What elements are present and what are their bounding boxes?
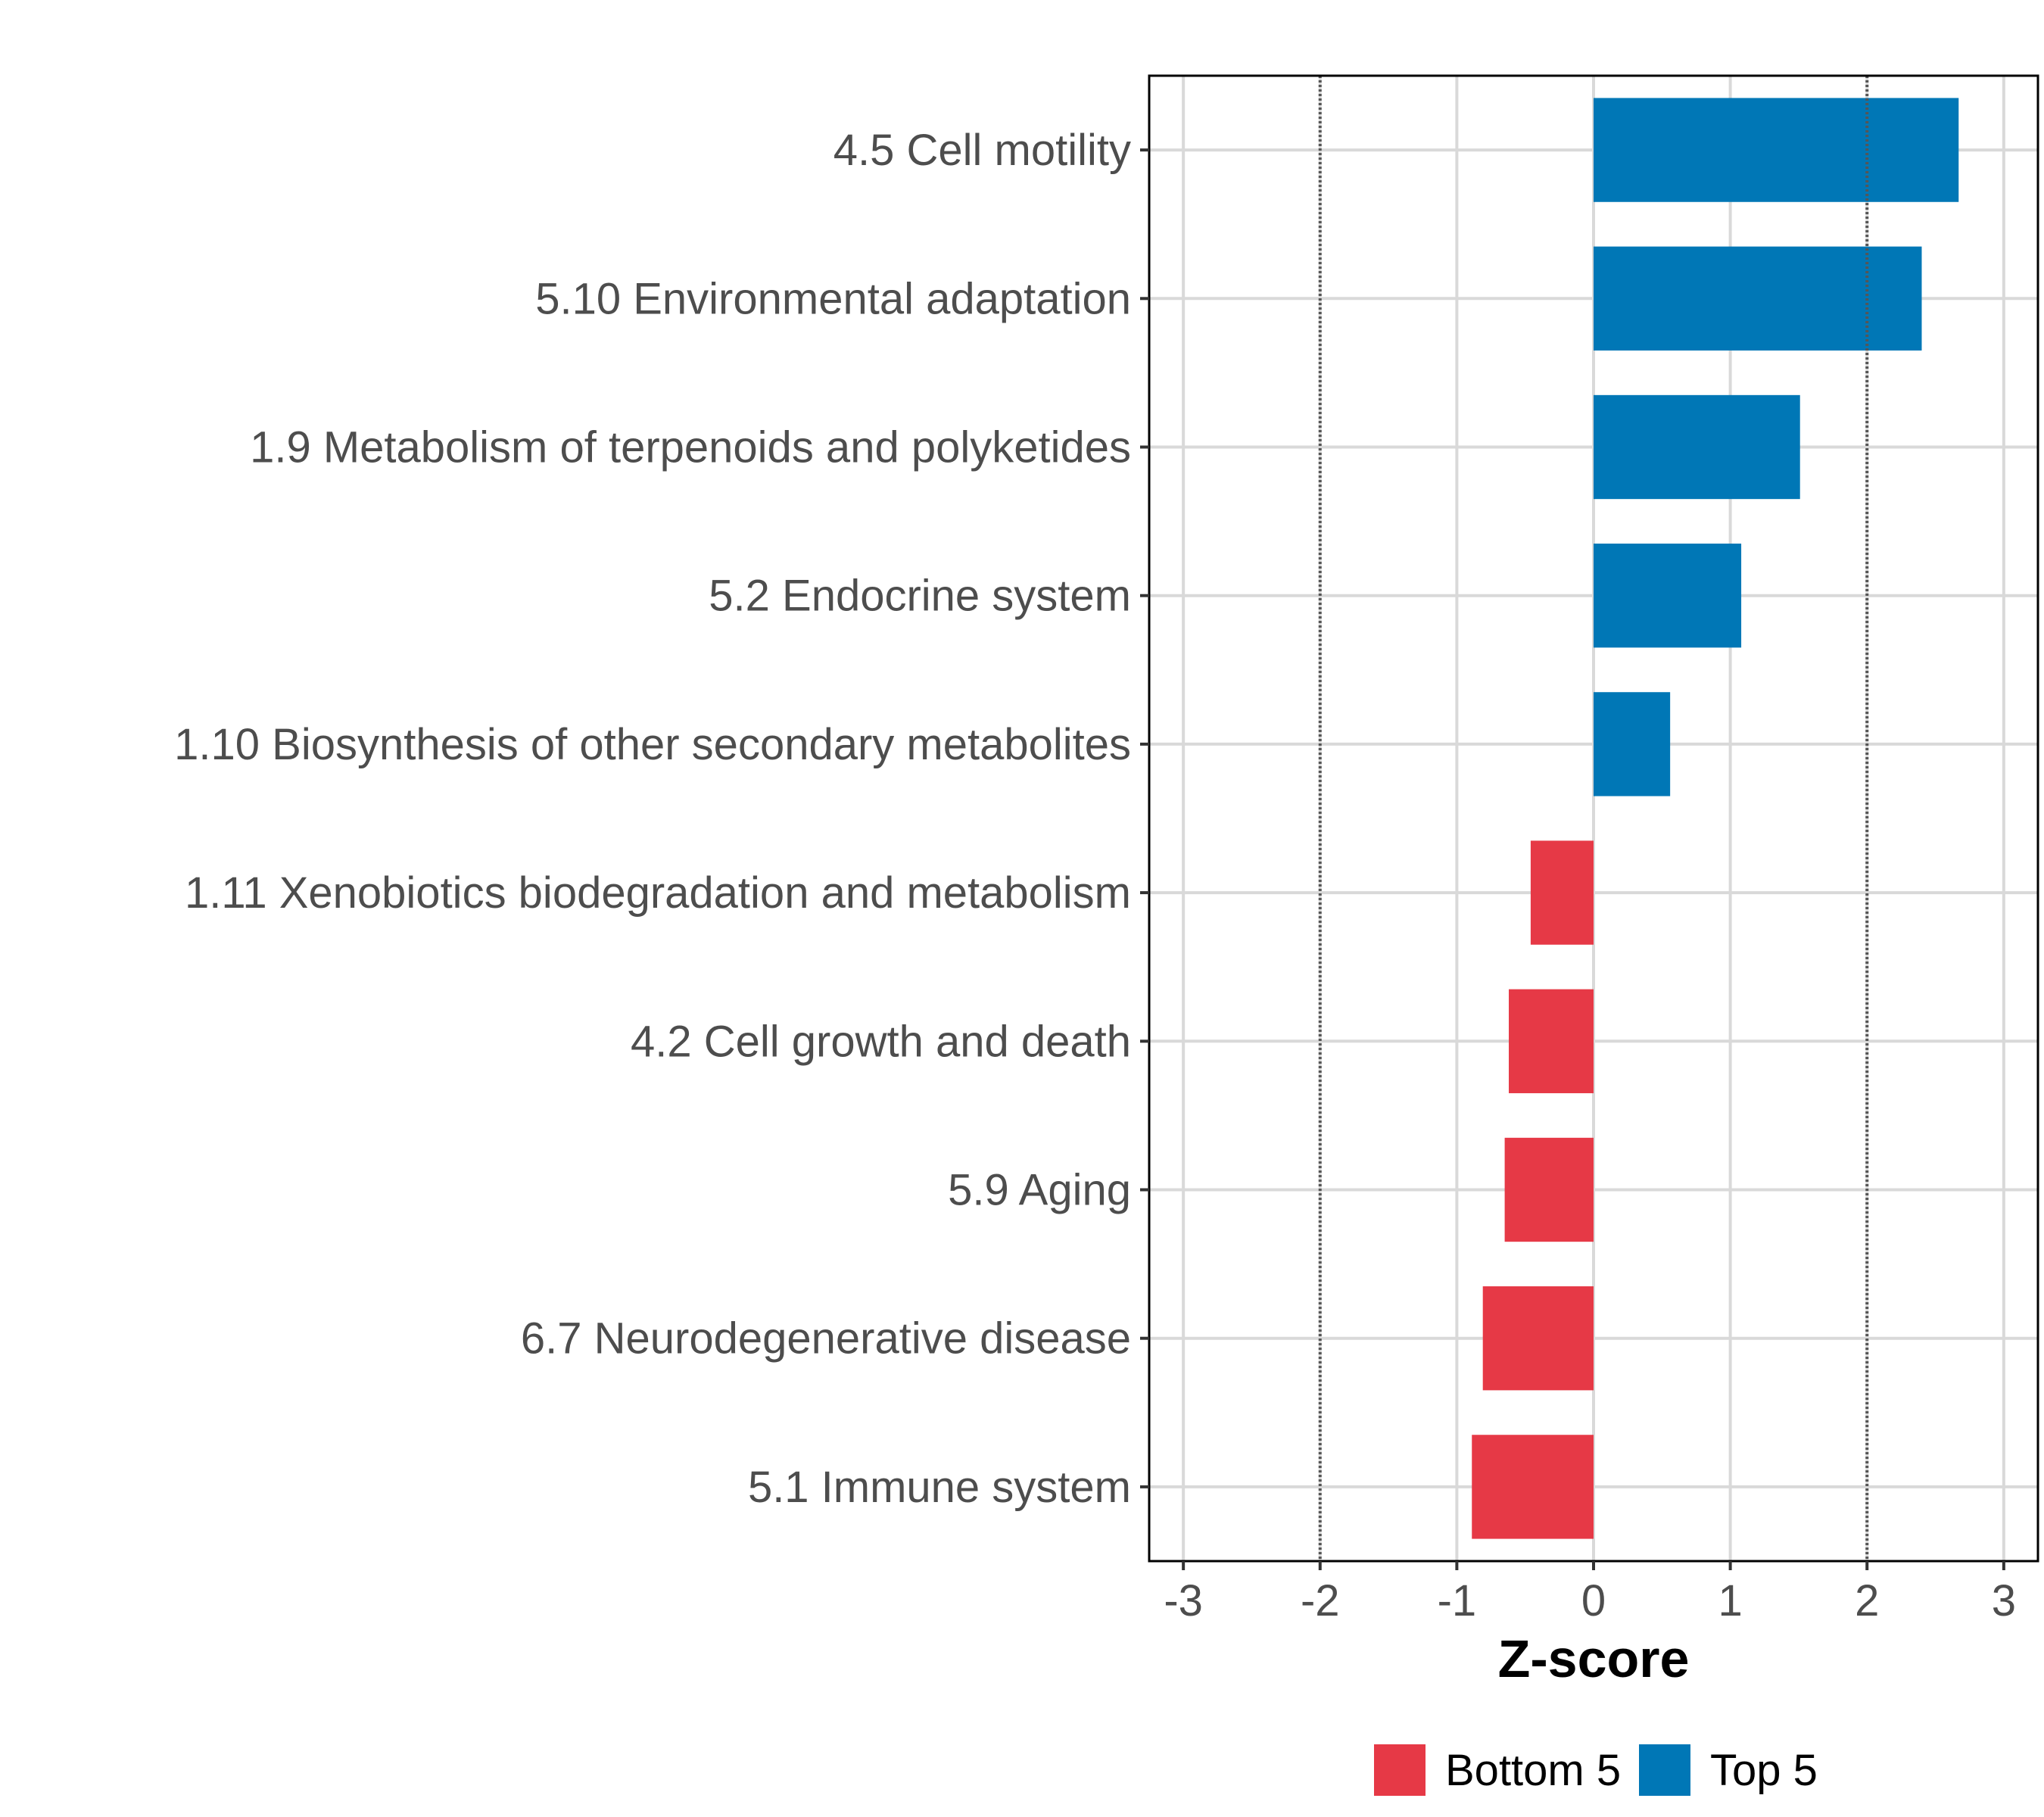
legend-key-1 bbox=[1374, 1744, 1426, 1796]
category-label: 6.7 Neurodegenerative disease bbox=[521, 1314, 1131, 1364]
legend-label: Bottom 5 bbox=[1445, 1746, 1621, 1795]
category-label: 1.10 Biosynthesis of other secondary met… bbox=[174, 720, 1131, 769]
x-tick-label: 2 bbox=[1855, 1576, 1879, 1625]
category-label: 4.2 Cell growth and death bbox=[631, 1017, 1131, 1066]
bar-3 bbox=[1594, 394, 1800, 500]
category-label: 5.1 Immune system bbox=[748, 1463, 1131, 1512]
bar-2 bbox=[1594, 246, 1922, 351]
legend-key-2 bbox=[1639, 1744, 1690, 1796]
x-tick-label: -3 bbox=[1164, 1576, 1203, 1625]
bar-9 bbox=[1482, 1286, 1594, 1391]
category-label: 1.11 Xenobiotics biodegradation and meta… bbox=[185, 868, 1131, 918]
category-label: 5.9 Aging bbox=[948, 1166, 1131, 1215]
category-label: 5.10 Environmental adaptation bbox=[535, 274, 1131, 323]
legend: Bottom 5 Top 5 bbox=[1374, 1744, 1818, 1796]
category-label: 1.9 Metabolism of terpenoids and polyket… bbox=[250, 423, 1131, 472]
reference-lines bbox=[1318, 76, 1869, 1561]
bar-1 bbox=[1594, 98, 1959, 202]
x-tick-label: 3 bbox=[1992, 1576, 2016, 1625]
x-tick-label: -2 bbox=[1301, 1576, 1340, 1625]
legend-label: Top 5 bbox=[1710, 1746, 1818, 1795]
bar-4 bbox=[1594, 544, 1742, 648]
x-tick-label: -1 bbox=[1438, 1576, 1477, 1625]
x-axis: -3 -2 -1 0 1 2 3 bbox=[1164, 1561, 2016, 1625]
bar-5 bbox=[1594, 692, 1671, 796]
bar-6 bbox=[1530, 840, 1594, 945]
x-axis-title: Z-score bbox=[1498, 1629, 1690, 1688]
x-tick-label: 1 bbox=[1718, 1576, 1742, 1625]
bar-7 bbox=[1509, 989, 1594, 1093]
x-tick-label: 0 bbox=[1581, 1576, 1606, 1625]
bar-8 bbox=[1504, 1137, 1594, 1242]
y-axis: 4.5 Cell motility 5.10 Environmental adap… bbox=[174, 126, 1149, 1512]
category-label: 5.2 Endocrine system bbox=[709, 572, 1131, 621]
bar-10 bbox=[1472, 1435, 1594, 1539]
bars bbox=[1472, 98, 1959, 1539]
category-label: 4.5 Cell motility bbox=[833, 126, 1131, 175]
